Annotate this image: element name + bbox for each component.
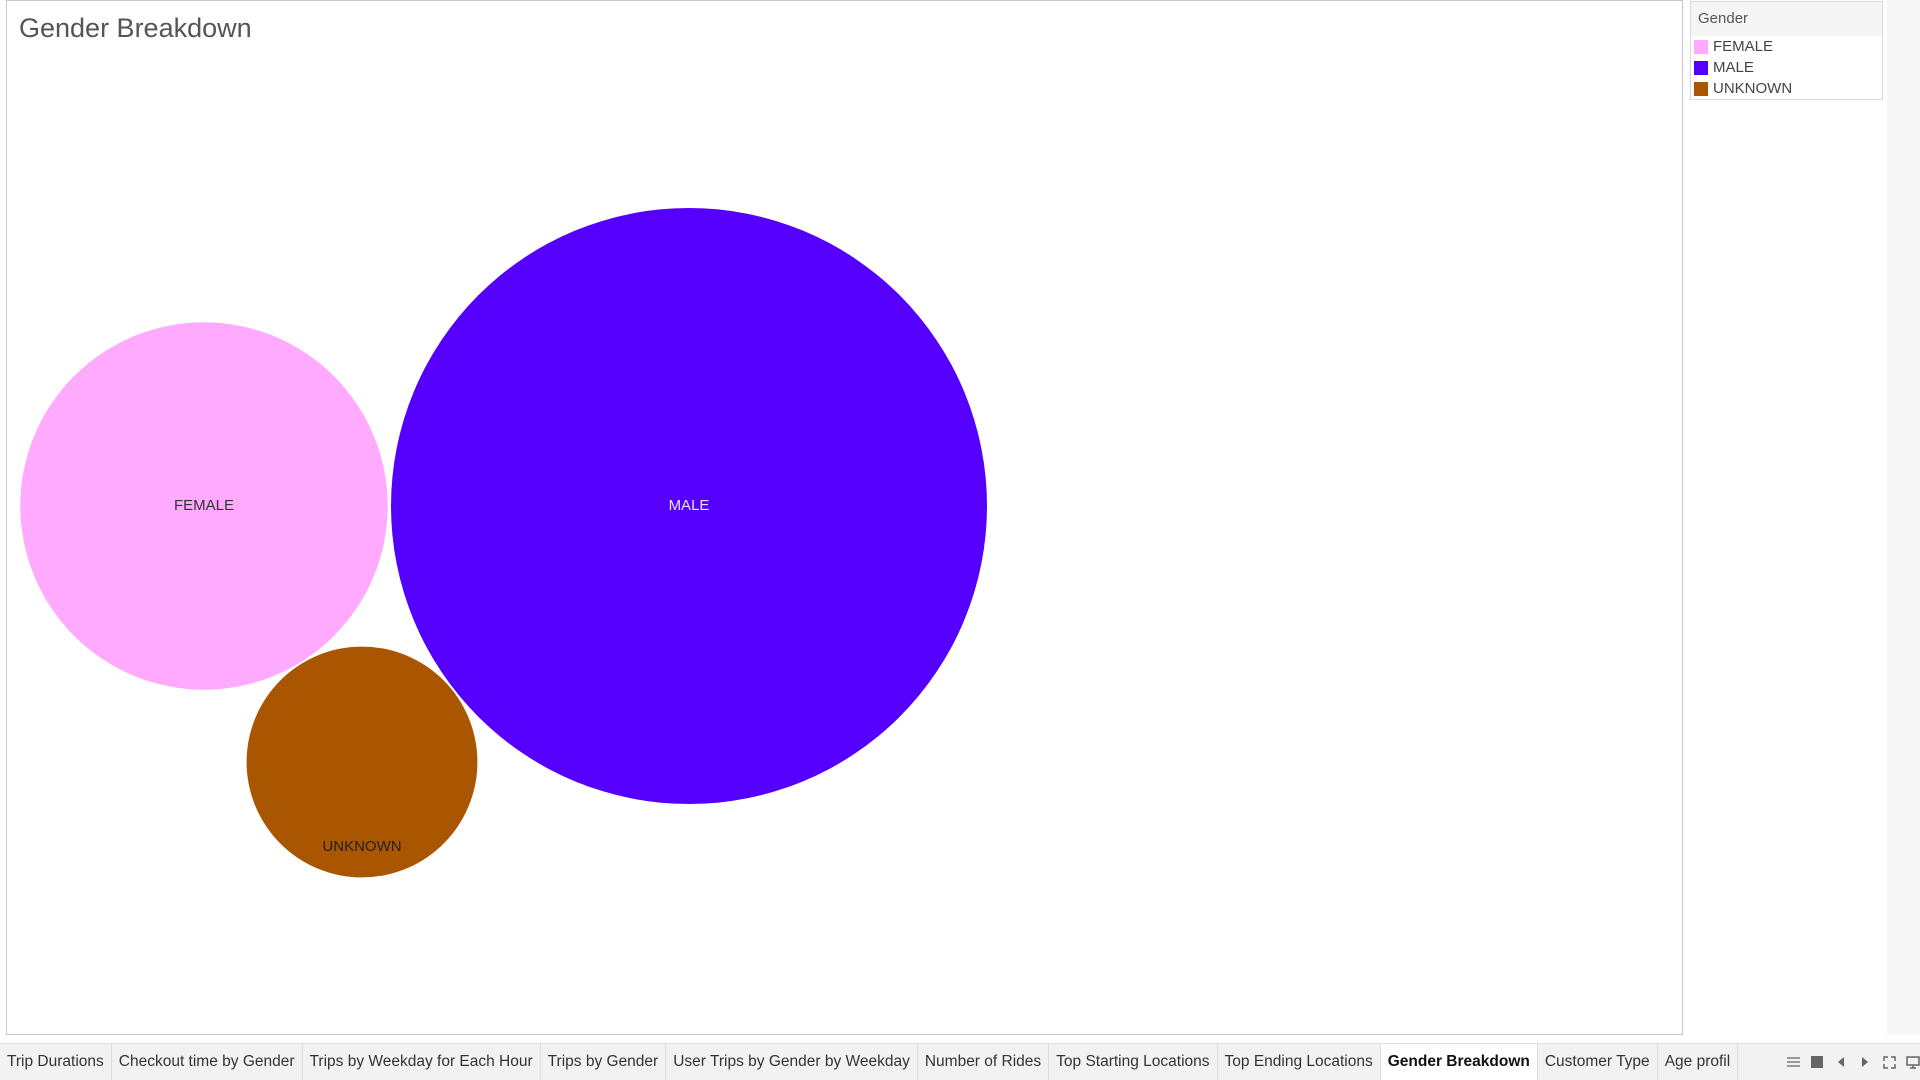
sheet-tab-bar: Trip Durations Checkout time by Gender T…: [0, 1043, 1920, 1080]
legend-item-female[interactable]: FEMALE: [1691, 36, 1882, 57]
bubble-female[interactable]: [20, 322, 388, 690]
legend-swatch-male: [1694, 60, 1708, 75]
tab-number-of-rides[interactable]: Number of Rides: [918, 1044, 1050, 1080]
presentation-mode-icon[interactable]: [1906, 1055, 1920, 1069]
bubble-male[interactable]: [391, 208, 987, 804]
legend-title: Gender: [1691, 2, 1882, 36]
tab-trip-durations[interactable]: Trip Durations: [0, 1044, 112, 1080]
legend-swatch-unknown: [1694, 81, 1708, 96]
legend: Gender FEMALE MALE UNKNOWN: [1690, 1, 1883, 100]
tab-top-ending-locations[interactable]: Top Ending Locations: [1218, 1044, 1381, 1080]
fullscreen-icon[interactable]: [1882, 1055, 1896, 1069]
tab-customer-type[interactable]: Customer Type: [1538, 1044, 1658, 1080]
tab-checkout-time-by-gender[interactable]: Checkout time by Gender: [112, 1044, 303, 1080]
show-tabs-icon[interactable]: [1810, 1055, 1824, 1069]
legend-label-female: FEMALE: [1713, 38, 1774, 55]
tab-user-trips-by-gender-by-weekday[interactable]: User Trips by Gender by Weekday: [666, 1044, 918, 1080]
bubble-label-female: FEMALE: [174, 497, 234, 514]
legend-swatch-female: [1694, 39, 1708, 54]
sheet-tabs: Trip Durations Checkout time by Gender T…: [0, 1044, 1770, 1080]
legend-item-male[interactable]: MALE: [1691, 57, 1882, 78]
page-title: Gender Breakdown: [19, 13, 252, 43]
tab-top-starting-locations[interactable]: Top Starting Locations: [1049, 1044, 1218, 1080]
legend-label-male: MALE: [1713, 59, 1754, 76]
tab-trips-by-weekday-for-each-hour[interactable]: Trips by Weekday for Each Hour: [303, 1044, 541, 1080]
tab-controls: [1770, 1044, 1920, 1080]
show-filmstrip-icon[interactable]: [1786, 1055, 1800, 1069]
viz-frame: Gender Breakdown FEMALE MALE UNKNOWN: [6, 0, 1683, 1035]
legend-label-unknown: UNKNOWN: [1713, 80, 1793, 97]
tab-gender-breakdown[interactable]: Gender Breakdown: [1380, 1044, 1538, 1080]
bubble-unknown[interactable]: [246, 646, 478, 878]
legend-item-unknown[interactable]: UNKNOWN: [1691, 78, 1882, 99]
scrollbar-gutter: [1887, 0, 1920, 1035]
bubble-label-male: MALE: [669, 497, 710, 514]
bubble-label-unknown: UNKNOWN: [322, 838, 401, 855]
previous-sheet-icon[interactable]: [1834, 1055, 1848, 1069]
tab-trips-by-gender[interactable]: Trips by Gender: [541, 1044, 667, 1080]
bubble-chart[interactable]: FEMALE MALE UNKNOWN: [7, 1, 1682, 1034]
tab-age-profile[interactable]: Age profil: [1658, 1044, 1739, 1080]
next-sheet-icon[interactable]: [1858, 1055, 1872, 1069]
